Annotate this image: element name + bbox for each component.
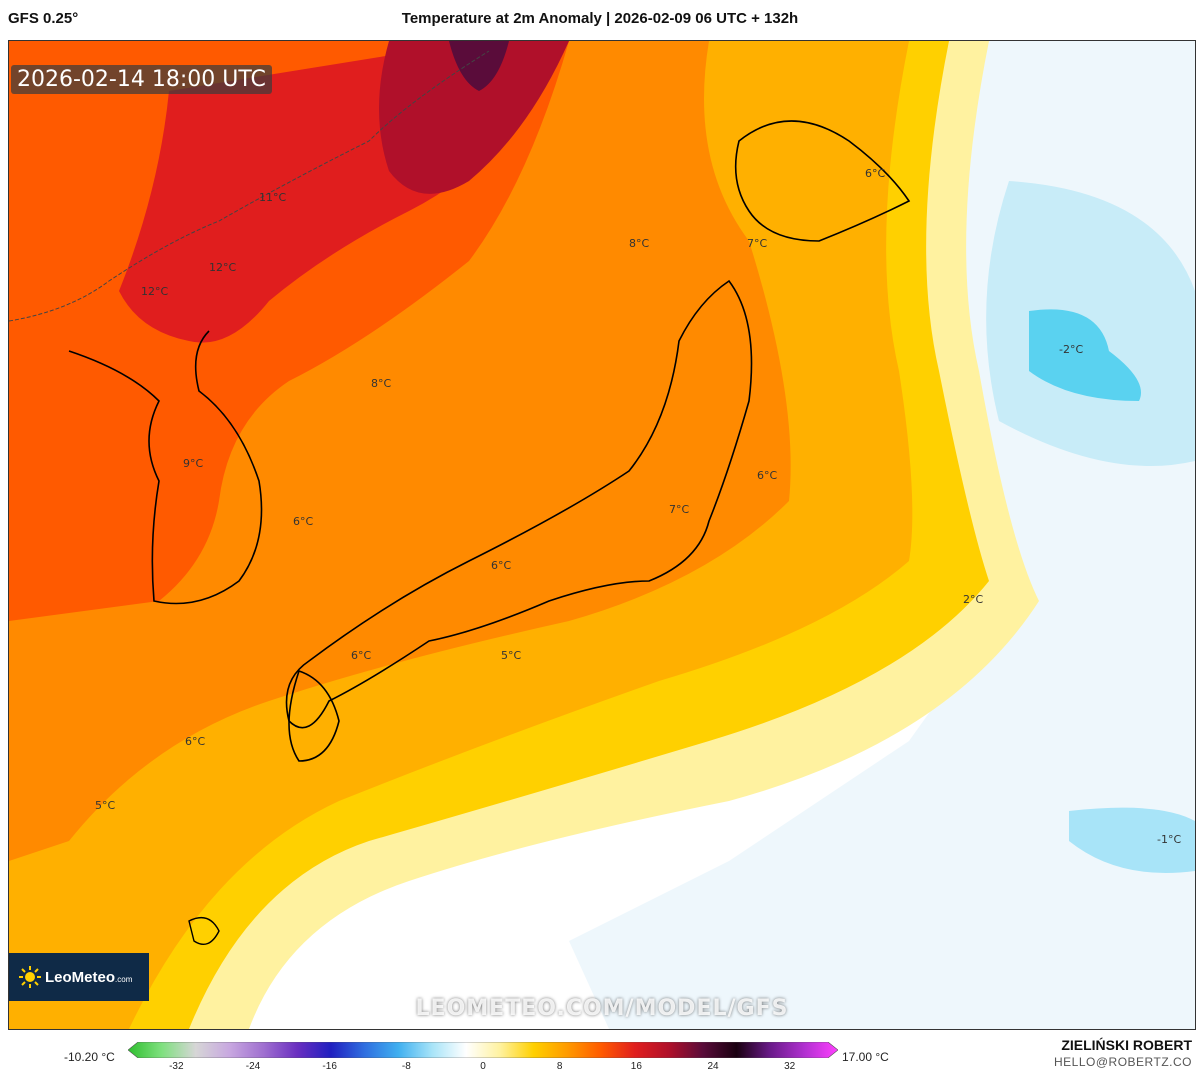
watermark: LEOMETEO.COM/MODEL/GFS [415, 996, 789, 1021]
temp-label: 8°C [629, 237, 650, 250]
valid-time-badge: 2026-02-14 18:00 UTC [11, 65, 272, 94]
colorbar-tick-label: -24 [245, 1061, 261, 1072]
header: GFS 0.25° Temperature at 2m Anomaly | 20… [0, 0, 1200, 40]
temp-label: 6°C [865, 167, 886, 180]
japan-honshu-coastline [285, 279, 753, 729]
model-name: GFS 0.25° [8, 10, 79, 27]
temp-label: 6°C [185, 735, 206, 748]
colorbar-tick-label: 16 [630, 1061, 642, 1072]
cold-anomaly-southeast [1069, 807, 1195, 873]
colorbar-tick-label: 32 [784, 1061, 796, 1072]
temp-label: -1°C [1157, 833, 1182, 846]
colorbar-gradient [128, 1042, 838, 1058]
hokkaido-coastline [734, 120, 911, 242]
logo-text: LeoMeteo.com [45, 969, 132, 986]
logo-brand: LeoMeteo [45, 968, 116, 986]
author-email: HELLO@ROBERTZ.CO [1054, 1055, 1192, 1069]
sun-icon [19, 966, 41, 988]
colorbar-max-label: 17.00 °C [842, 1050, 889, 1064]
extreme-hot-core [449, 41, 509, 91]
map-title: Temperature at 2m Anomaly | 2026-02-09 0… [401, 10, 799, 27]
temp-label: 5°C [95, 799, 116, 812]
colorbar-min-label: -10.20 °C [64, 1050, 115, 1064]
temp-label: 6°C [757, 469, 778, 482]
temperature-anomaly-map: 2026-02-14 18:00 UTC 11°C 12°C 12°C 8°C … [8, 40, 1196, 1030]
leometeo-logo[interactable]: LeoMeteo.com [9, 953, 149, 1001]
temp-label: 9°C [183, 457, 204, 470]
colorbar-tick-label: -16 [322, 1061, 337, 1072]
colorbar-tick-label: -8 [401, 1061, 411, 1072]
footer: -10.20 °C -32 -24 -16 -8 0 8 16 24 32 17.00 °C Z… [0, 1030, 1200, 1074]
colorbar [128, 1042, 838, 1058]
temp-label: 11°C [259, 191, 287, 204]
kyushu-coastline [288, 669, 340, 762]
colorbar-ticks: -32 -24 -16 -8 0 8 16 24 32 [0, 1030, 1200, 1074]
temp-label: 6°C [491, 559, 512, 572]
anomaly-field [9, 41, 1195, 1029]
very-hot-region [379, 41, 569, 194]
colorbar-tick-label: 24 [707, 1061, 719, 1072]
temp-label: 12°C [209, 261, 237, 274]
temp-label: 2°C [963, 593, 984, 606]
temp-label: 12°C [141, 285, 169, 298]
colorbar-tick-label: -32 [169, 1061, 184, 1072]
temp-label: 8°C [371, 377, 392, 390]
temp-label: 6°C [293, 515, 314, 528]
logo-tld: .com [115, 974, 133, 984]
temp-label: 7°C [747, 237, 768, 250]
cold-anomaly-east [1029, 309, 1141, 401]
temp-label: 7°C [669, 503, 690, 516]
author-name: ZIELIŃSKI ROBERT [1061, 1037, 1192, 1053]
border-line [9, 50, 490, 322]
temp-label: -2°C [1059, 343, 1084, 356]
temp-label: 5°C [501, 649, 522, 662]
temp-label: 6°C [351, 649, 372, 662]
korea-coastline [68, 330, 263, 605]
colorbar-tick-label: 0 [480, 1061, 486, 1072]
okinawa-coastline [188, 917, 220, 945]
colorbar-tick-label: 8 [556, 1061, 563, 1072]
